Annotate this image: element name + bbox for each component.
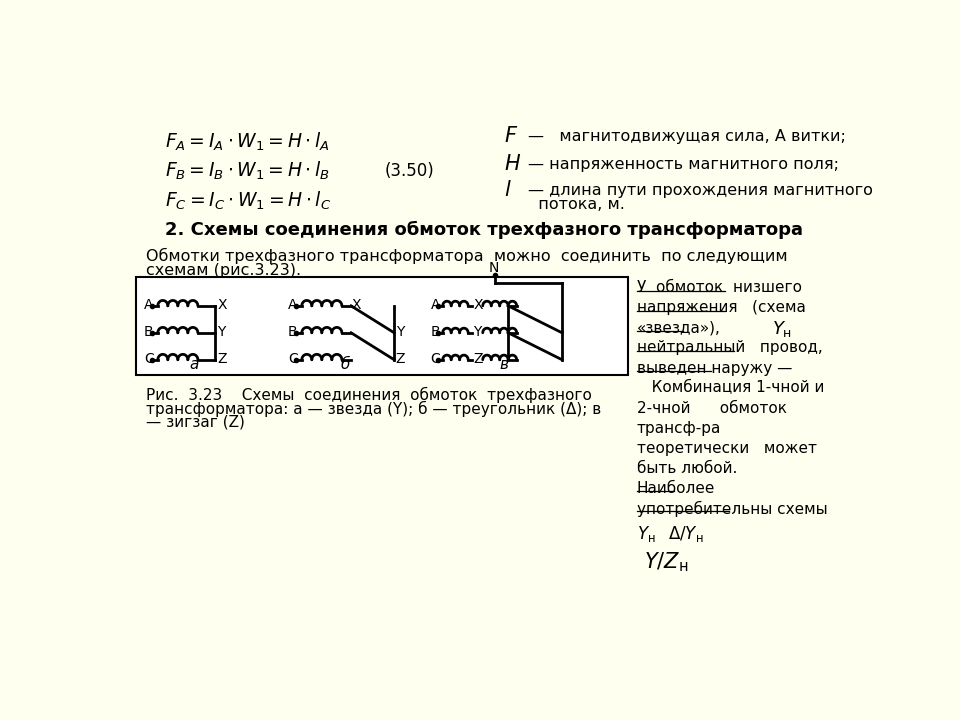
- Text: Y: Y: [217, 325, 226, 339]
- Text: — зигзаг (Z): — зигзаг (Z): [146, 415, 245, 429]
- Text: $\mathit{F}$: $\mathit{F}$: [504, 127, 517, 146]
- Text: —   магнитодвижущая сила, А витки;: — магнитодвижущая сила, А витки;: [528, 129, 846, 144]
- Text: трансформатора: а — звезда (Y); б — треугольник (Δ); в: трансформатора: а — звезда (Y); б — треу…: [146, 400, 601, 417]
- Text: Z: Z: [473, 352, 483, 366]
- Text: $\mathit{l}$: $\mathit{l}$: [504, 180, 512, 200]
- Text: — длина пути прохождения магнитного: — длина пути прохождения магнитного: [528, 183, 873, 198]
- Text: б: б: [341, 357, 350, 372]
- Text: — напряженность магнитного поля;: — напряженность магнитного поля;: [528, 157, 839, 171]
- Text: трансф-ра: трансф-ра: [636, 420, 721, 436]
- Text: N: N: [489, 261, 499, 275]
- Text: B: B: [144, 325, 154, 339]
- Bar: [136, 276, 628, 375]
- Text: У  обмоток  низшего: У обмоток низшего: [636, 280, 802, 295]
- Text: B: B: [430, 325, 440, 339]
- Text: (3.50): (3.50): [384, 162, 434, 180]
- Text: A: A: [288, 298, 298, 312]
- Text: $\Delta / Y_{\text{н}}$: $\Delta / Y_{\text{н}}$: [667, 523, 703, 544]
- Text: 2-чной      обмоток: 2-чной обмоток: [636, 400, 787, 415]
- Text: $Y_{\text{н}}$: $Y_{\text{н}}$: [772, 319, 792, 339]
- Text: C: C: [144, 352, 154, 366]
- Text: потока, м.: потока, м.: [528, 197, 625, 212]
- Text: A: A: [430, 298, 440, 312]
- Text: быть любой.: быть любой.: [636, 461, 737, 476]
- Text: Z: Z: [396, 352, 405, 366]
- Text: B: B: [288, 325, 298, 339]
- Text: C: C: [430, 352, 440, 366]
- Text: употребительны схемы: употребительны схемы: [636, 500, 828, 517]
- Text: $F_C = I_C \cdot W_1 = H \cdot l_C$: $F_C = I_C \cdot W_1 = H \cdot l_C$: [165, 189, 331, 212]
- Text: X: X: [473, 298, 483, 312]
- Text: Наиболее: Наиболее: [636, 481, 715, 495]
- Text: C: C: [288, 352, 298, 366]
- Text: выведен наружу —: выведен наружу —: [636, 361, 792, 376]
- Text: X: X: [352, 298, 361, 312]
- Text: $Y / Z_{\text{н}}$: $Y / Z_{\text{н}}$: [644, 550, 688, 574]
- Text: $F_A = I_A \cdot W_1 = H \cdot l_A$: $F_A = I_A \cdot W_1 = H \cdot l_A$: [165, 131, 329, 153]
- Text: 2. Схемы соединения обмоток трехфазного трансформатора: 2. Схемы соединения обмоток трехфазного …: [165, 221, 803, 240]
- Text: A: A: [144, 298, 154, 312]
- Text: Y: Y: [396, 325, 404, 339]
- Text: Y: Y: [473, 325, 482, 339]
- Text: «звезда»),: «звезда»),: [636, 320, 721, 336]
- Text: Рис.  3.23    Схемы  соединения  обмоток  трехфазного: Рис. 3.23 Схемы соединения обмоток трехф…: [146, 387, 591, 403]
- Text: нейтральный   провод,: нейтральный провод,: [636, 341, 823, 356]
- Text: теоретически   может: теоретически может: [636, 441, 817, 456]
- Text: а: а: [189, 357, 199, 372]
- Text: X: X: [217, 298, 227, 312]
- Text: Z: Z: [217, 352, 227, 366]
- Text: $Y_{\text{н}}$: $Y_{\text{н}}$: [636, 523, 656, 544]
- Text: напряжения   (схема: напряжения (схема: [636, 300, 805, 315]
- Text: Обмотки трехфазного трансформатора  можно  соединить  по следующим: Обмотки трехфазного трансформатора можно…: [146, 248, 787, 264]
- Text: в: в: [499, 357, 508, 372]
- Text: Комбинация 1-чной и: Комбинация 1-чной и: [636, 381, 824, 395]
- Text: схемам (рис.3.23).: схемам (рис.3.23).: [146, 263, 300, 278]
- Text: $F_B = I_B \cdot W_1 = H \cdot l_B$: $F_B = I_B \cdot W_1 = H \cdot l_B$: [165, 160, 329, 182]
- Text: $\mathit{H}$: $\mathit{H}$: [504, 154, 520, 174]
